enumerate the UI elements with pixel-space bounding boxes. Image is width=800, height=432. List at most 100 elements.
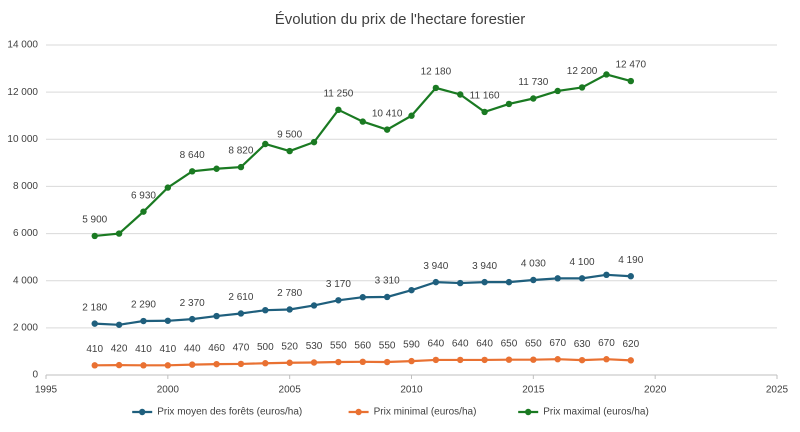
data-label: 8 820	[228, 146, 253, 157]
point	[359, 358, 366, 365]
point	[164, 317, 172, 324]
data-label: 410	[159, 344, 176, 355]
point	[603, 356, 610, 363]
point	[335, 297, 342, 304]
point	[286, 147, 293, 155]
data-label: 550	[379, 341, 396, 352]
data-label: 440	[184, 343, 201, 354]
data-label: 9 500	[277, 130, 302, 141]
data-label: 590	[403, 340, 420, 351]
data-label: 4 190	[618, 255, 643, 266]
data-label: 560	[354, 340, 371, 351]
data-label: 550	[330, 341, 347, 352]
x-tick-label: 1995	[35, 385, 58, 396]
y-tick-label: 4 000	[13, 275, 38, 286]
y-tick-label: 0	[32, 370, 38, 381]
point	[627, 357, 634, 364]
data-label: 8 640	[180, 150, 205, 161]
point	[140, 208, 147, 215]
point	[408, 112, 415, 119]
chart-title: Évolution du prix de l'hectare forestier	[275, 11, 526, 28]
point	[310, 359, 318, 366]
data-label: 520	[281, 341, 298, 352]
point	[530, 356, 537, 363]
point	[627, 77, 634, 85]
point	[262, 360, 269, 367]
y-tick-label: 10 000	[7, 134, 38, 145]
legend-marker	[139, 408, 146, 416]
data-label: 640	[452, 339, 469, 350]
point	[335, 358, 342, 366]
point	[383, 293, 391, 301]
point	[408, 286, 415, 294]
point	[237, 310, 245, 317]
data-label: 620	[622, 339, 639, 350]
legend-marker	[355, 408, 362, 416]
point	[383, 358, 391, 366]
point	[530, 276, 537, 284]
data-label: 410	[86, 344, 103, 355]
data-label: 2 610	[228, 292, 253, 303]
legend-label: Prix minimal (euros/ha)	[374, 407, 477, 418]
point	[164, 362, 172, 369]
data-label: 11 250	[323, 88, 353, 99]
data-label: 6 930	[131, 190, 156, 201]
point	[457, 356, 464, 364]
x-tick-label: 2010	[400, 385, 423, 396]
legend-marker	[525, 408, 532, 416]
y-tick-label: 2 000	[13, 322, 38, 333]
data-label: 3 940	[472, 261, 497, 272]
data-label: 410	[135, 344, 152, 355]
point	[237, 163, 245, 171]
x-tick-label: 2020	[644, 385, 667, 396]
data-label: 2 370	[180, 298, 205, 309]
point	[408, 357, 415, 365]
point	[530, 95, 537, 102]
point	[115, 361, 123, 369]
point	[91, 320, 98, 327]
point	[505, 100, 513, 108]
data-label: 10 410	[372, 108, 403, 119]
point	[262, 306, 269, 314]
point	[432, 84, 440, 92]
data-label: 650	[525, 338, 542, 349]
data-label: 4 030	[521, 259, 546, 270]
point	[335, 106, 342, 114]
point	[213, 360, 220, 368]
point	[554, 275, 561, 282]
point	[505, 278, 513, 286]
data-label: 2 290	[131, 300, 156, 311]
data-label: 650	[501, 338, 518, 349]
point	[286, 306, 293, 313]
point	[310, 302, 318, 309]
point	[91, 232, 98, 240]
point	[554, 356, 561, 363]
point	[189, 315, 196, 323]
point	[383, 126, 391, 133]
data-label: 460	[208, 343, 225, 354]
data-label: 670	[598, 338, 615, 349]
data-label: 2 780	[277, 288, 302, 299]
point	[359, 118, 366, 125]
data-label: 3 940	[423, 261, 448, 272]
legend-label: Prix moyen des forêts (euros/ha)	[157, 407, 302, 418]
point	[286, 359, 293, 366]
data-label: 5 900	[82, 215, 107, 226]
point	[603, 271, 610, 279]
point	[359, 294, 366, 301]
point	[262, 140, 269, 148]
point	[627, 273, 634, 280]
point	[481, 356, 488, 364]
point	[578, 356, 586, 364]
point	[115, 230, 123, 237]
point	[457, 279, 464, 287]
point	[115, 321, 123, 328]
legend-label: Prix maximal (euros/ha)	[543, 407, 649, 418]
point	[237, 360, 245, 368]
data-label: 420	[111, 344, 128, 355]
y-tick-label: 8 000	[13, 181, 38, 192]
data-label: 640	[476, 339, 493, 350]
y-tick-label: 6 000	[13, 228, 38, 239]
